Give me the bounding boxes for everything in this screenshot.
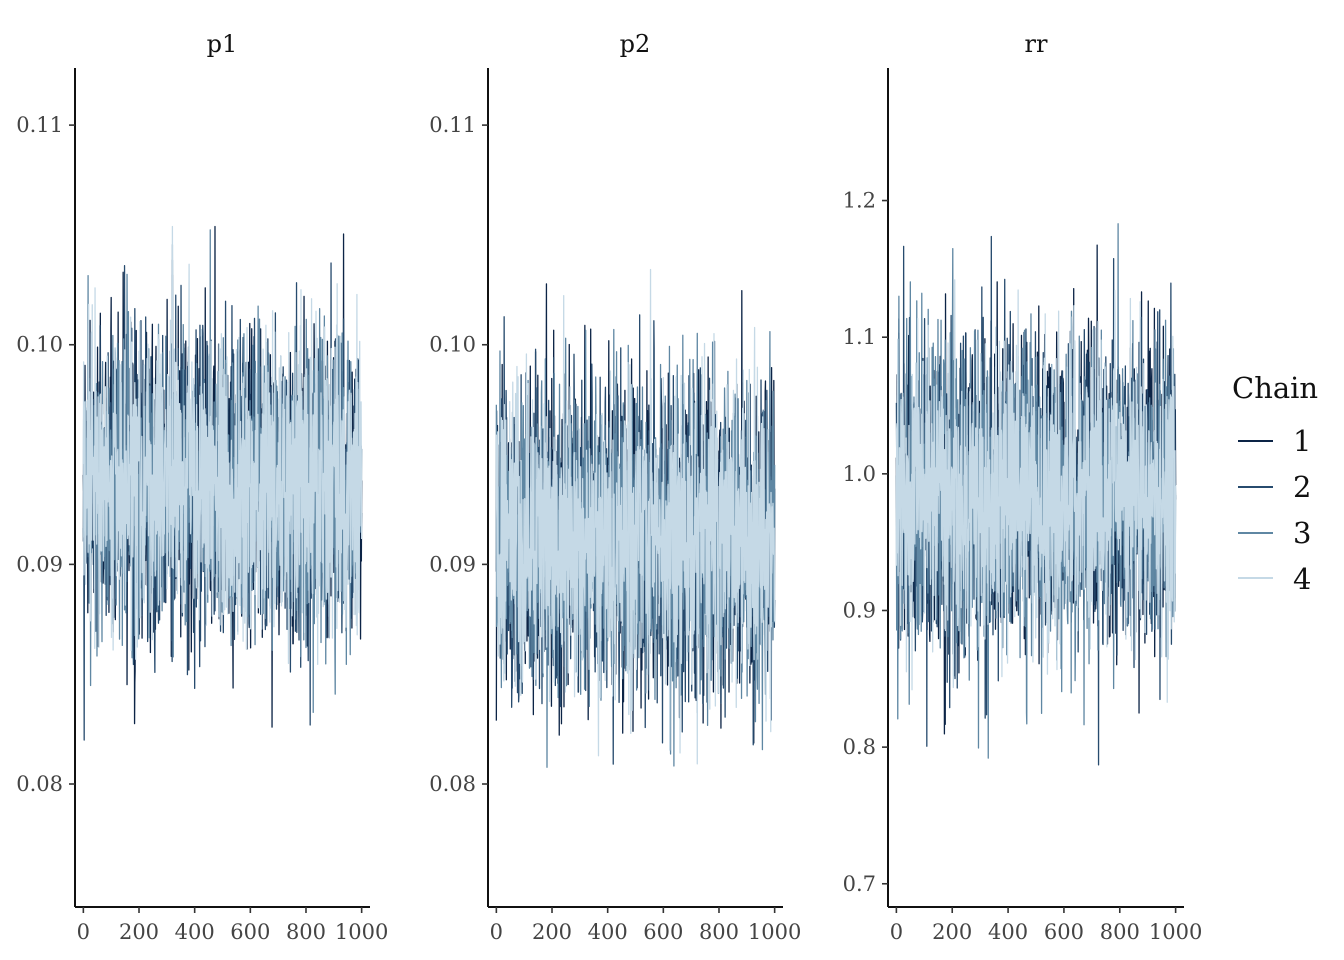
legend-label-4: 4 xyxy=(1293,562,1311,596)
legend-label-2: 2 xyxy=(1293,470,1311,504)
y-tick-label-rr: 1.2 xyxy=(843,189,876,213)
trace-rr-chain-4 xyxy=(895,279,1177,703)
x-tick-label-rr: 800 xyxy=(1100,920,1140,944)
x-tick-label-p2: 0 xyxy=(490,920,503,944)
legend-label-1: 1 xyxy=(1293,424,1311,458)
x-tick-label-p1: 0 xyxy=(77,920,90,944)
x-tick-label-p2: 800 xyxy=(699,920,739,944)
panel-p2: p2 0.08 0.09 0.10 0.11 0 200 400 600 800 1000 xyxy=(429,30,801,944)
y-tick-label-rr: 0.8 xyxy=(843,735,876,759)
y-tick-label-rr: 0.7 xyxy=(843,872,876,896)
x-tick-label-rr: 0 xyxy=(890,920,903,944)
x-tick-label-p1: 200 xyxy=(119,920,159,944)
x-tick-label-p1: 400 xyxy=(175,920,215,944)
panel-title-p2: p2 xyxy=(620,30,651,58)
legend-item-1: 1 xyxy=(1238,424,1311,458)
traces-p1 xyxy=(82,225,363,741)
trace-p1-chain-4 xyxy=(82,225,363,665)
x-tick-label-p1: 600 xyxy=(230,920,270,944)
y-tick-label-p2: 0.10 xyxy=(429,333,476,357)
legend: Chain 1 2 3 4 xyxy=(1232,371,1318,596)
y-tick-label-p2: 0.11 xyxy=(429,113,476,137)
y-tick-label-rr: 1.0 xyxy=(843,462,876,486)
x-tick-label-rr: 200 xyxy=(932,920,972,944)
x-tick-label-p2: 600 xyxy=(643,920,683,944)
panels: p1 0.08 0.09 0.10 0.11 0 200 400 600 800 1000 p2 0.0… xyxy=(16,30,1202,944)
x-tick-label-rr: 1000 xyxy=(1149,920,1202,944)
traces-rr xyxy=(895,223,1177,766)
panel-title-p1: p1 xyxy=(207,30,238,58)
legend-title: Chain xyxy=(1232,371,1318,405)
legend-item-2: 2 xyxy=(1238,470,1311,504)
x-tick-label-p1: 1000 xyxy=(335,920,388,944)
y-tick-label-p1: 0.10 xyxy=(16,333,63,357)
legend-item-3: 3 xyxy=(1238,516,1311,550)
y-tick-label-p1: 0.08 xyxy=(16,772,63,796)
x-tick-label-p2: 200 xyxy=(532,920,572,944)
y-tick-label-p1: 0.09 xyxy=(16,552,63,576)
y-tick-label-p2: 0.09 xyxy=(429,552,476,576)
trace-p2-chain-4 xyxy=(495,268,776,765)
y-tick-label-p2: 0.08 xyxy=(429,772,476,796)
y-tick-label-rr: 1.1 xyxy=(843,325,876,349)
panel-rr: rr 0.7 0.8 0.9 1.0 1.1 1.2 0 200 400 600 800 1000 xyxy=(843,30,1203,944)
traces-p2 xyxy=(495,268,776,768)
x-tick-label-rr: 600 xyxy=(1044,920,1084,944)
legend-label-3: 3 xyxy=(1293,516,1311,550)
x-tick-label-p1: 800 xyxy=(286,920,326,944)
x-tick-label-p2: 400 xyxy=(588,920,628,944)
y-tick-label-p1: 0.11 xyxy=(16,113,63,137)
legend-item-4: 4 xyxy=(1238,562,1311,596)
x-tick-label-rr: 400 xyxy=(988,920,1028,944)
x-tick-label-p2: 1000 xyxy=(748,920,801,944)
panel-p1: p1 0.08 0.09 0.10 0.11 0 200 400 600 800 1000 xyxy=(16,30,388,944)
panel-title-rr: rr xyxy=(1025,30,1048,58)
y-tick-label-rr: 0.9 xyxy=(843,598,876,622)
